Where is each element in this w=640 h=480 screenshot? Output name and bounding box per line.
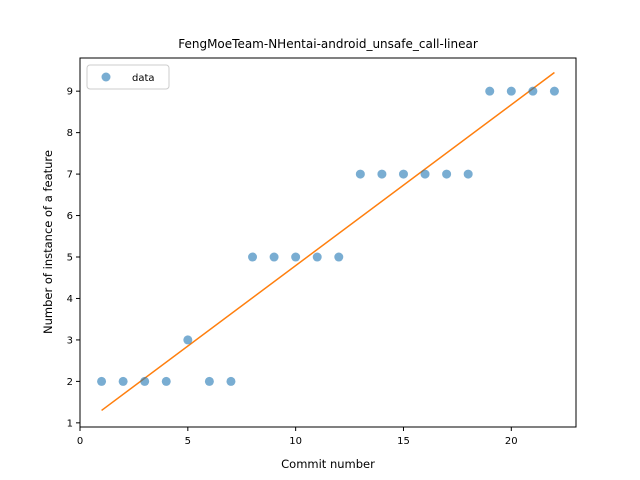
data-point xyxy=(226,376,236,386)
x-tick-label: 5 xyxy=(185,436,191,447)
plot-frame xyxy=(79,57,577,428)
x-tick-label: 10 xyxy=(289,436,302,447)
data-point xyxy=(398,169,408,179)
legend-box xyxy=(86,64,170,90)
data-point xyxy=(183,335,193,345)
y-tick-label: 8 xyxy=(67,128,73,139)
data-point xyxy=(549,86,559,96)
y-tick-label: 2 xyxy=(67,377,73,388)
data-point xyxy=(463,169,473,179)
data-point xyxy=(442,169,452,179)
data-point xyxy=(377,169,387,179)
data-point xyxy=(312,252,322,262)
y-axis-ticks: 1 2 3 4 5 6 7 8 9 xyxy=(67,87,80,429)
data-point xyxy=(355,169,365,179)
data-point xyxy=(118,376,128,386)
data-point xyxy=(97,376,107,386)
fit-line xyxy=(101,71,555,412)
y-tick-label: 6 xyxy=(67,211,73,222)
data-point xyxy=(204,376,214,386)
y-tick-label: 4 xyxy=(67,294,73,305)
y-tick-label: 1 xyxy=(67,418,73,429)
data-point xyxy=(420,169,430,179)
data-point xyxy=(528,86,538,96)
fit-line-group xyxy=(101,71,555,412)
legend: data xyxy=(86,64,170,90)
data-point xyxy=(485,86,495,96)
x-tick-label: 0 xyxy=(77,436,83,447)
data-point xyxy=(506,86,516,96)
y-axis-label: Number of instance of a feature xyxy=(41,150,55,334)
y-tick-label: 7 xyxy=(67,170,73,181)
legend-label-data: data xyxy=(132,73,155,84)
y-tick-label: 9 xyxy=(67,87,73,98)
data-point xyxy=(291,252,301,262)
x-axis-ticks: 0 5 10 15 20 xyxy=(77,427,518,447)
legend-marker-data xyxy=(101,72,111,82)
chart-title: FengMoeTeam-NHentai-android_unsafe_call-… xyxy=(178,37,478,51)
x-axis-label: Commit number xyxy=(281,457,375,471)
data-point xyxy=(334,252,344,262)
data-points xyxy=(97,86,559,386)
data-point xyxy=(161,376,171,386)
data-point xyxy=(248,252,258,262)
x-tick-label: 15 xyxy=(397,436,410,447)
data-point xyxy=(269,252,279,262)
x-tick-label: 20 xyxy=(505,436,518,447)
y-tick-label: 5 xyxy=(67,253,73,264)
y-tick-label: 3 xyxy=(67,335,73,346)
data-point xyxy=(140,376,150,386)
